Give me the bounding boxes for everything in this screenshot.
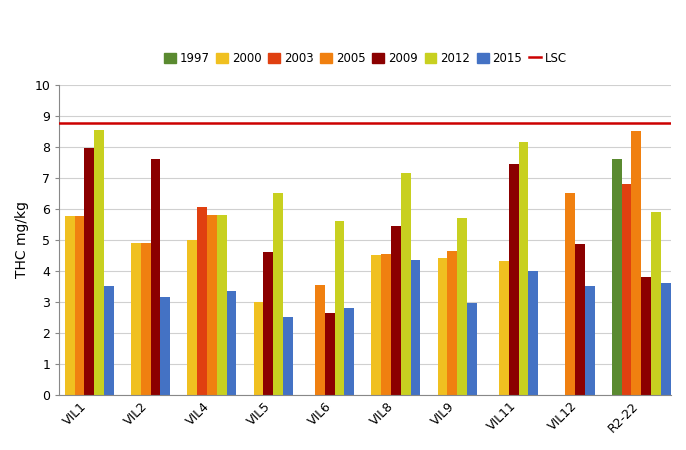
Bar [273,193,283,395]
Bar [226,291,237,395]
Bar [411,260,421,395]
Bar [151,159,161,395]
Bar [438,258,447,395]
Bar [499,261,509,395]
Bar [584,286,595,395]
Bar [447,251,457,395]
Bar [565,193,575,395]
Bar [217,215,226,395]
Legend: 1997, 2000, 2003, 2005, 2009, 2012, 2015, LSC: 1997, 2000, 2003, 2005, 2009, 2012, 2015… [159,47,571,69]
Bar [641,277,651,395]
Bar [161,297,170,395]
Bar [401,173,411,395]
Bar [509,164,519,395]
Bar [622,184,631,395]
Bar [457,218,467,395]
Bar [84,148,94,395]
Bar [335,221,344,395]
Bar [381,254,391,395]
Bar [575,244,584,395]
Bar [612,159,622,395]
Bar [75,216,84,395]
Bar [631,131,641,395]
Bar [651,212,661,395]
Bar [661,283,671,395]
Bar [344,308,354,395]
Bar [324,313,335,395]
Bar [391,226,401,395]
Bar [207,215,217,395]
Bar [64,216,75,395]
Bar [371,255,381,395]
Bar [263,252,273,395]
Bar [131,243,141,395]
Bar [187,240,198,395]
Bar [528,271,538,395]
Bar [94,130,104,395]
Bar [141,243,151,395]
Bar [315,285,324,395]
Bar [467,303,477,395]
Bar [283,317,293,395]
Y-axis label: THC mg/kg: THC mg/kg [15,201,29,278]
Bar [104,286,114,395]
Bar [198,207,207,395]
Bar [519,142,528,395]
Bar [254,302,263,395]
